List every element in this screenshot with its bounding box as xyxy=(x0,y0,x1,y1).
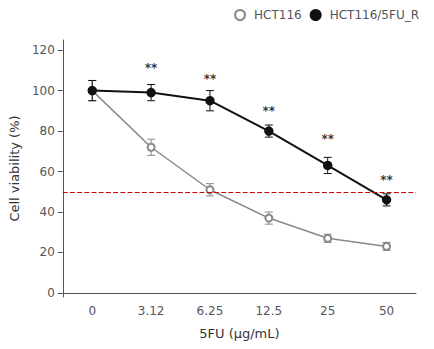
svg-text:**: ** xyxy=(204,72,217,86)
svg-text:5FU (μg/mL): 5FU (μg/mL) xyxy=(199,326,279,341)
svg-text:25: 25 xyxy=(320,304,335,318)
svg-text:80: 80 xyxy=(40,124,55,138)
svg-text:50: 50 xyxy=(379,304,394,318)
svg-text:0: 0 xyxy=(88,304,96,318)
svg-text:**: ** xyxy=(321,132,334,146)
svg-text:120: 120 xyxy=(32,43,55,57)
svg-text:HCT116/5FU_R: HCT116/5FU_R xyxy=(330,8,419,22)
svg-text:Cell viability (%): Cell viability (%) xyxy=(7,115,22,221)
svg-text:60: 60 xyxy=(40,165,55,179)
svg-text:40: 40 xyxy=(40,205,55,219)
svg-text:**: ** xyxy=(380,173,393,187)
svg-text:**: ** xyxy=(145,61,158,75)
svg-text:0: 0 xyxy=(47,286,55,300)
svg-text:**: ** xyxy=(263,104,276,118)
svg-text:20: 20 xyxy=(40,245,55,259)
svg-text:100: 100 xyxy=(32,84,55,98)
svg-text:6.25: 6.25 xyxy=(197,304,224,318)
svg-text:12.5: 12.5 xyxy=(255,304,282,318)
svg-text:HCT116: HCT116 xyxy=(254,8,302,22)
svg-text:3.12: 3.12 xyxy=(138,304,165,318)
